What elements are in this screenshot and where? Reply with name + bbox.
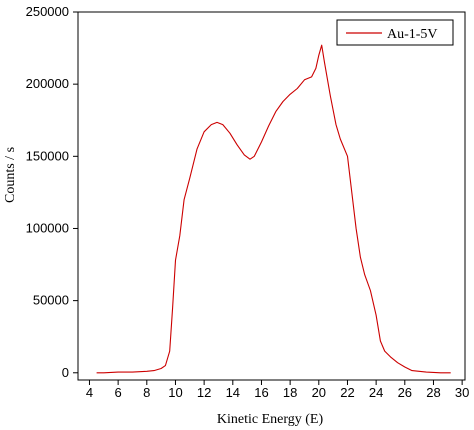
x-tick-label: 24 <box>369 385 383 400</box>
y-tick-label: 50000 <box>33 293 69 308</box>
series-line-0 <box>96 44 451 374</box>
x-tick-label: 14 <box>226 385 240 400</box>
x-tick-label: 22 <box>340 385 354 400</box>
series-layer <box>96 44 451 374</box>
x-tick-label: 4 <box>86 385 93 400</box>
x-tick-label: 28 <box>426 385 440 400</box>
x-tick-label: 30 <box>455 385 469 400</box>
y-tick-label: 250000 <box>26 4 69 19</box>
x-tick-label: 26 <box>398 385 412 400</box>
y-tick-label: 150000 <box>26 148 69 163</box>
x-tick-label: 20 <box>312 385 326 400</box>
y-axis-label: Counts / s <box>3 147 18 203</box>
x-tick-label: 12 <box>197 385 211 400</box>
x-tick-label: 18 <box>283 385 297 400</box>
y-axis-ticks: 0 50000 100000 150000 200000 250000 <box>26 4 78 380</box>
legend-label: Au-1-5V <box>387 27 438 42</box>
x-tick-label: 16 <box>254 385 268 400</box>
y-tick-label: 200000 <box>26 76 69 91</box>
x-axis-ticks: 4 6 8 10 12 14 16 18 20 22 24 26 28 30 <box>86 380 469 400</box>
x-tick-label: 10 <box>168 385 182 400</box>
plot-frame <box>77 11 466 381</box>
legend: Au-1-5V <box>336 19 454 46</box>
y-tick-label: 0 <box>62 365 69 380</box>
x-axis-label: Kinetic Energy (E) <box>217 412 324 427</box>
y-tick-label: 100000 <box>26 220 69 235</box>
x-tick-label: 8 <box>143 385 150 400</box>
x-tick-label: 6 <box>115 385 122 400</box>
